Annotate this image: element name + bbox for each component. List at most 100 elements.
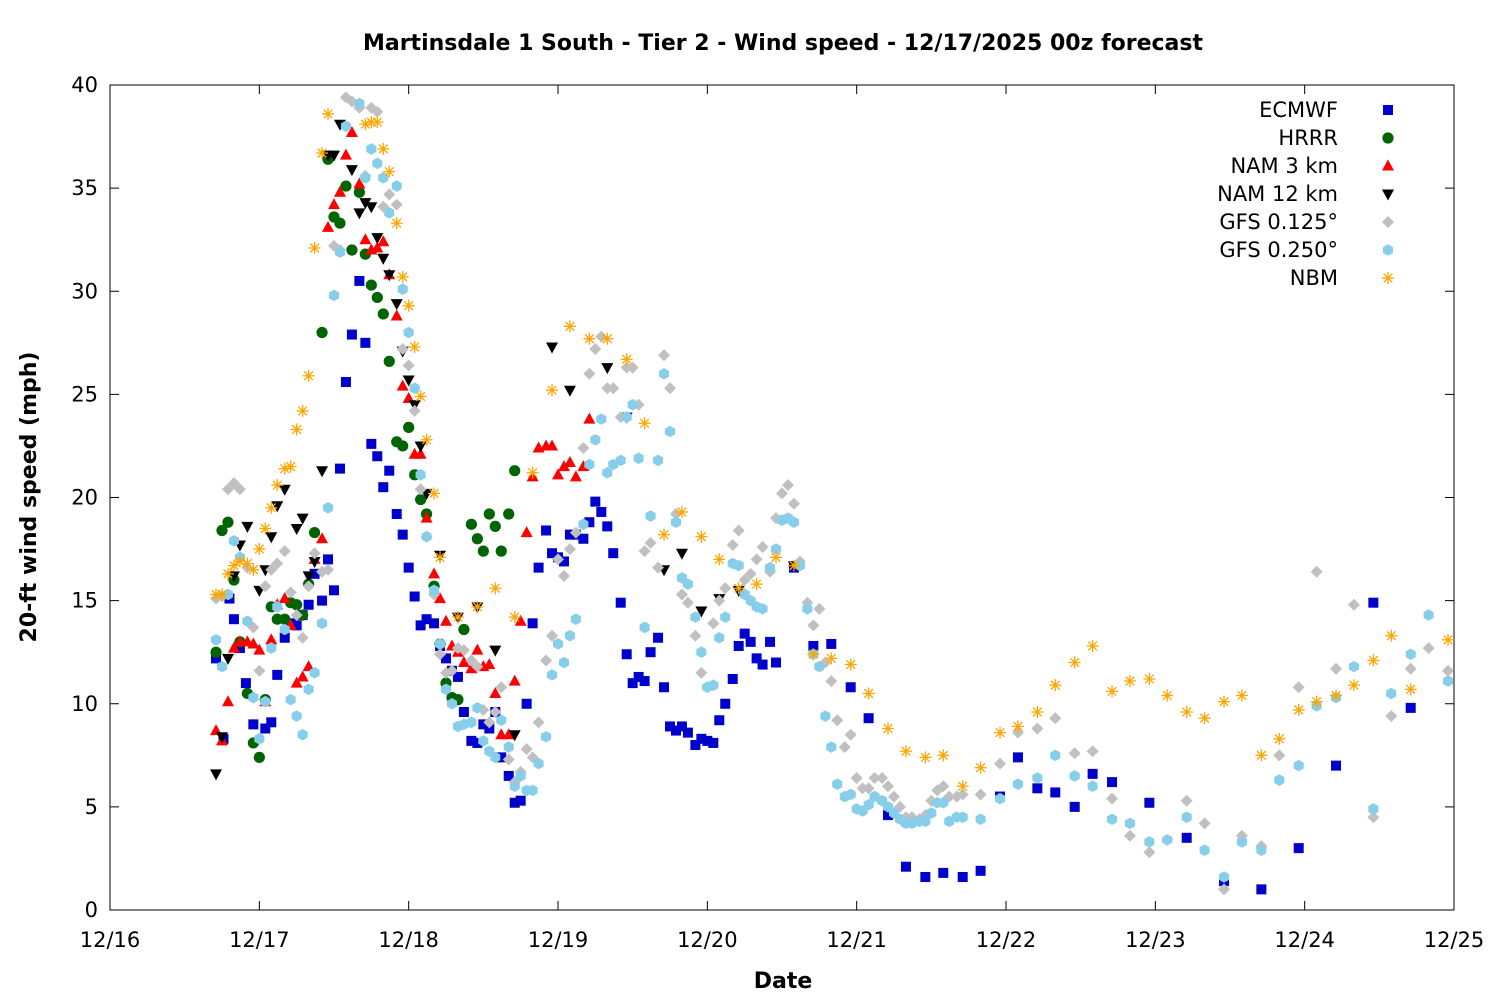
data-point-nam-12-km [402, 375, 415, 387]
axes-layer: 0 5 10 15 20 25 30 35 40 12/16 12/17 12/18 12/19 12/2… [71, 73, 1484, 952]
data-point-nbm [1292, 703, 1305, 716]
data-point-nam-12-km [601, 363, 614, 375]
data-point-nam-12-km [221, 653, 234, 665]
data-point-nbm [322, 107, 335, 120]
series-nam-3-km [210, 125, 596, 746]
data-point-gfs-0-250 [615, 454, 626, 467]
data-point-ecmwf [714, 715, 725, 726]
data-point-hrrr [403, 421, 415, 433]
data-point-ecmwf [590, 496, 601, 507]
data-point-nam-3-km [359, 233, 372, 245]
data-point-gfs-0-125 [1347, 598, 1360, 611]
data-point-gfs-0-250 [845, 788, 856, 801]
data-point-gfs-0-125 [221, 483, 234, 496]
data-point-gfs-0-250 [435, 638, 446, 650]
data-point-ecmwf [547, 548, 558, 559]
data-point-nbm [316, 147, 329, 160]
data-point-ecmwf [1181, 832, 1192, 843]
data-point-gfs-0-125 [577, 442, 590, 454]
data-point-gfs-0-250 [621, 411, 632, 423]
data-point-gfs-0-125 [787, 497, 800, 510]
data-point-ecmwf [458, 707, 469, 717]
data-point-ecmwf [1107, 777, 1118, 788]
data-point-ecmwf [503, 770, 514, 781]
data-point-ecmwf [1069, 801, 1080, 812]
data-point-gfs-0-250 [260, 695, 271, 708]
data-point-nam-12-km [216, 732, 228, 744]
data-point-nam-3-km [339, 148, 352, 160]
data-point-gfs-0-250 [1274, 774, 1285, 786]
data-point-nam-3-km [377, 235, 390, 247]
data-point-gfs-0-250 [1199, 844, 1210, 856]
data-point-hrrr [415, 493, 427, 506]
data-point-nbm [247, 563, 260, 576]
data-point-nbm [956, 780, 969, 793]
data-point-nbm [658, 528, 671, 541]
data-point-nbm [359, 118, 372, 131]
data-point-gfs-0-250 [340, 120, 351, 133]
data-point-nbm [377, 142, 390, 155]
data-point-nam-3-km [471, 643, 484, 655]
data-point-nbm [489, 582, 502, 595]
data-point-ecmwf [639, 676, 650, 687]
data-point-nbm [284, 460, 297, 473]
data-point-nbm [937, 749, 950, 762]
data-point-gfs-0-250 [765, 561, 776, 574]
legend-item-ecmwf: ECMWF [1259, 98, 1393, 122]
data-point-ecmwf [659, 682, 670, 693]
data-point-nbm [1106, 685, 1119, 698]
data-point-gfs-0-250 [285, 693, 296, 706]
data-point-hrrr [253, 751, 265, 763]
data-point-hrrr [503, 508, 515, 520]
data-point-ecmwf [240, 678, 251, 689]
data-point-nbm [471, 600, 484, 613]
data-point-hrrr [509, 465, 521, 477]
data-point-gfs-0-125 [719, 582, 732, 595]
legend-label: NAM 3 km [1230, 154, 1338, 178]
x-tick-label: 12/25 [1424, 928, 1485, 952]
data-point-nam-3-km [414, 447, 427, 459]
data-point-gfs-0-125 [595, 330, 608, 343]
data-point-ecmwf [248, 719, 259, 730]
data-point-ecmwf [696, 733, 707, 744]
data-point-gfs-0-250 [1144, 836, 1155, 848]
data-point-ecmwf [733, 641, 744, 651]
data-point-ecmwf [702, 735, 713, 746]
data-point-nam-12-km [278, 484, 291, 496]
data-point-nbm [396, 270, 409, 283]
data-point-gfs-0-125 [408, 404, 421, 417]
data-point-nbm [420, 433, 433, 446]
data-point-gfs-0-125 [658, 349, 671, 362]
data-point-nbm [825, 652, 838, 665]
data-point-gfs-0-125 [290, 609, 303, 622]
data-point-nam-12-km [353, 208, 366, 220]
data-point-gfs-0-125 [583, 367, 596, 380]
data-point-nbm [428, 487, 441, 500]
data-point-gfs-0-125 [445, 664, 458, 677]
data-point-nbm [1385, 629, 1398, 642]
data-point-gfs-0-250 [384, 207, 395, 219]
data-point-nbm [882, 722, 895, 735]
data-point-ecmwf [771, 657, 782, 668]
data-point-gfs-0-250 [552, 638, 564, 650]
data-point-nbm [1031, 706, 1044, 718]
data-point-ecmwf [975, 865, 986, 876]
data-point-ecmwf [1293, 843, 1304, 854]
data-point-gfs-0-125 [563, 543, 576, 556]
legend-marker-nbm [1382, 272, 1394, 284]
data-point-gfs-0-125 [744, 567, 757, 580]
y-tick-label: 0 [85, 898, 98, 922]
data-point-ecmwf [484, 723, 495, 734]
data-point-hrrr [279, 613, 291, 625]
data-point-gfs-0-250 [714, 631, 725, 644]
data-point-gfs-0-125 [278, 545, 291, 558]
x-tick-label: 12/18 [378, 928, 439, 952]
data-point-nbm [1123, 675, 1136, 688]
data-point-nbm [451, 611, 464, 624]
data-point-gfs-0-250 [409, 382, 420, 394]
data-point-gfs-0-250 [1087, 780, 1098, 793]
data-point-gfs-0-250 [328, 289, 340, 302]
data-point-nam-12-km [414, 441, 427, 453]
data-point-hrrr [477, 545, 489, 557]
